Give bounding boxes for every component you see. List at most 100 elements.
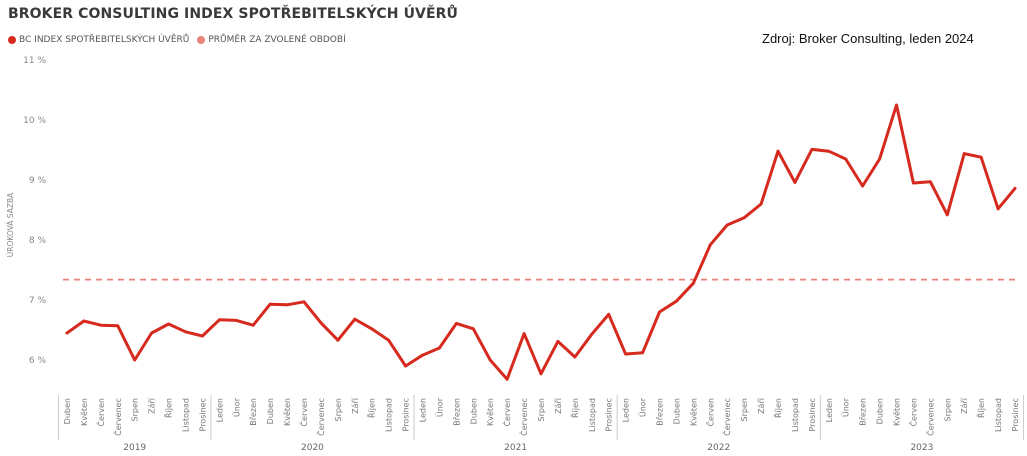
x-tick-label: Prosinec [808,398,817,431]
data-point [658,310,661,314]
legend-swatch-average [197,36,206,44]
x-tick-label: Březen [656,398,665,426]
x-tick-label: Červen [501,398,512,427]
year-label: 2023 [910,443,933,453]
data-point [590,332,594,336]
data-point [793,181,797,184]
x-tick-label: Září [960,397,969,414]
legend-item-average[interactable]: PRŮMĚR ZA ZVOLENÉ OBDOBÍ [197,35,346,45]
data-point [217,318,221,322]
y-tick-label: 7 % [29,296,47,306]
x-tick-label: Duben [469,398,478,424]
data-point [65,331,69,335]
x-tick-label: Červen [95,398,106,427]
data-point [776,149,780,153]
x-tick-label: Říjen [570,398,580,418]
x-tick-label: Říjen [773,398,783,418]
x-tick-label: Červen [704,398,715,427]
data-point [675,299,678,303]
x-tick-label: Červenec [924,398,935,436]
data-point [928,180,932,184]
data-point [878,157,881,161]
legend-label-average: PRŮMĚR ZA ZVOLENÉ OBDOBÍ [208,35,346,45]
x-tick-label: Červen [907,398,918,427]
data-point [573,355,577,359]
x-tick-label: Srpen [943,398,952,421]
data-point [184,330,187,334]
data-point [201,334,204,338]
x-tick-label: Březen [452,398,461,426]
x-tick-label: Červenec [315,398,326,436]
data-point [996,207,1000,211]
x-tick-label: Červen [298,398,309,427]
x-tick-label: Říjen [367,398,377,418]
data-point [912,181,915,185]
x-tick-label: Září [554,397,563,414]
x-tick-label: Duben [672,398,681,424]
y-tick-label: 9 % [29,176,47,186]
year-label: 2022 [707,443,730,453]
x-tick-label: Červenec [518,398,529,436]
data-point [404,364,407,368]
source-note: Zdroj: Broker Consulting, leden 2024 [762,31,974,46]
y-tick-label: 8 % [29,236,47,246]
x-tick-label: Prosinec [198,398,207,431]
x-tick-label: Září [351,397,360,414]
data-point [522,332,526,335]
x-tick-label: Prosinec [1011,398,1020,431]
data-point [234,319,238,322]
x-tick-label: Prosinec [402,398,411,431]
x-tick-label: Květen [893,398,902,426]
data-point [438,346,441,350]
x-tick-label: Březen [859,398,868,426]
data-point [1013,187,1017,190]
data-point [336,338,340,342]
x-tick-label: Květen [283,398,292,426]
data-point [268,302,272,306]
data-point [624,352,628,356]
data-point [759,202,763,206]
data-point [691,281,695,285]
x-tick-label: Červenec [112,398,123,436]
data-point [285,303,289,307]
y-tick-label: 10 % [23,116,46,126]
data-point [827,149,831,153]
data-point [251,323,255,327]
x-tick-label: Listopad [791,398,800,432]
x-tick-label: Srpen [334,398,343,421]
data-point [725,223,729,227]
x-tick-label: Leden [419,398,428,422]
x-tick-label: Leden [825,398,834,422]
x-tick-label: Duben [63,398,72,424]
x-tick-label: Listopad [994,398,1003,432]
x-tick-label: Květen [80,398,89,426]
x-tick-label: Listopad [385,398,394,432]
data-point [387,338,391,342]
data-point [370,327,374,331]
legend-label-index: BC INDEX SPOTŘEBITELSKÝCH ÚVĚRŮ [19,35,190,45]
x-tick-label: Květen [689,398,698,426]
data-point [488,358,492,362]
x-tick-label: Leden [215,398,224,422]
x-tick-label: Říjen [164,398,174,418]
data-point [471,327,475,331]
x-tick-label: Únor [637,397,648,417]
data-point [302,300,306,304]
x-tick-label: Červenec [721,398,732,436]
legend-item-index[interactable]: BC INDEX SPOTŘEBITELSKÝCH ÚVĚRŮ [8,35,189,45]
data-point [150,331,154,335]
x-tick-label: Říjen [976,398,986,418]
series-line-index [65,103,1017,381]
data-point [133,358,137,362]
x-tick-label: Září [757,397,766,414]
legend: BC INDEX SPOTŘEBITELSKÝCH ÚVĚRŮ PRŮMĚR Z… [8,35,354,45]
x-tick-label: Únor [433,397,444,417]
x-tick-label: Únor [230,397,241,417]
x-tick-label: Březen [249,398,258,426]
x-tick-label: Listopad [182,398,191,432]
legend-swatch-index [8,36,16,44]
y-tick-label: 6 % [29,356,47,366]
data-point [556,340,560,343]
data-point [979,155,983,159]
